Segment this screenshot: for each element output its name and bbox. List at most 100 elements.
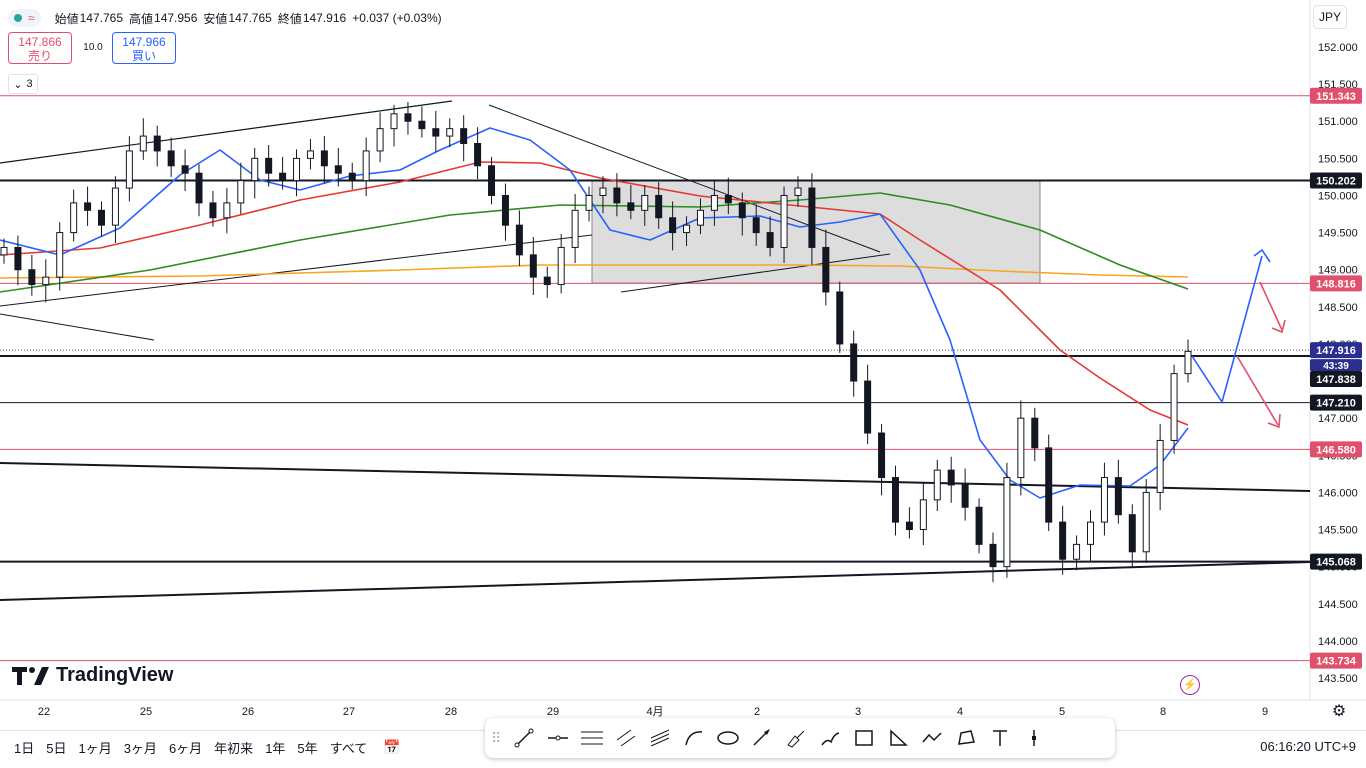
horizontal-ray-icon[interactable] — [541, 724, 575, 752]
buy-button[interactable]: 147.966 買い — [112, 32, 176, 64]
candle-body — [1045, 447, 1053, 523]
candle-body — [474, 143, 482, 167]
x-tick-label: 27 — [343, 706, 355, 718]
parallel-lines-icon[interactable] — [575, 724, 609, 752]
trend-line — [0, 100, 453, 164]
range-1d[interactable]: 1日 — [14, 740, 35, 756]
candle-body — [362, 150, 370, 182]
status-indicators[interactable]: ≈ — [8, 9, 41, 27]
ellipse-icon[interactable] — [711, 724, 745, 752]
y-tick-label: 145.500 — [1318, 525, 1358, 537]
price-tag-label: 147.210 — [1316, 398, 1356, 410]
price-tag — [1310, 172, 1362, 189]
cursor-line-icon[interactable] — [1017, 724, 1051, 752]
candle-body — [390, 113, 398, 130]
highlighter-icon[interactable] — [813, 724, 847, 752]
range-5y[interactable]: 5年 — [297, 740, 318, 756]
gear-icon[interactable]: ⚙ — [1331, 703, 1347, 720]
price-tag — [1310, 441, 1362, 458]
candle-body — [1003, 477, 1011, 568]
y-tick-label: 149.000 — [1318, 265, 1358, 277]
range-all[interactable]: すべて — [329, 740, 368, 756]
moving-average-line — [0, 264, 1189, 279]
candle-body — [975, 506, 983, 545]
candle-body — [627, 202, 635, 211]
range-3m[interactable]: 3ヶ月 — [123, 740, 157, 756]
price-tag — [1310, 394, 1362, 411]
path-icon[interactable] — [915, 724, 949, 752]
range-ytd[interactable]: 年初来 — [214, 740, 254, 756]
candle-body — [529, 254, 537, 278]
price-tag-label: 43:39 — [1323, 361, 1349, 372]
candle-body — [933, 469, 941, 501]
x-tick-label: 8 — [1160, 706, 1166, 718]
candle-body — [279, 172, 287, 182]
indicator-collapse-button[interactable]: ⌄ 3 — [8, 74, 38, 94]
candle-body — [70, 202, 78, 234]
tradingview-logo[interactable]: TradingView — [12, 664, 173, 687]
sell-price: 147.866 — [18, 35, 62, 49]
candle-body — [724, 194, 732, 204]
candle-body — [710, 194, 718, 211]
candle-body — [989, 543, 997, 568]
candle-body — [1142, 491, 1150, 553]
candle-body — [766, 232, 774, 248]
change-value: +0.037 (+0.03%) — [352, 11, 442, 25]
candle-body — [599, 187, 607, 196]
candle-body — [488, 165, 496, 196]
candle-body — [320, 150, 328, 167]
candle-body — [404, 113, 412, 122]
range-1m[interactable]: 1ヶ月 — [78, 740, 112, 756]
drag-handle-icon[interactable]: ⠿ — [491, 729, 501, 746]
arrow-icon[interactable] — [745, 724, 779, 752]
y-tick-label: 149.500 — [1318, 228, 1358, 240]
candle-body — [501, 194, 509, 226]
candle-body — [42, 276, 50, 286]
range-5d[interactable]: 5日 — [46, 740, 67, 756]
candle-body — [1170, 373, 1178, 441]
open-value: 147.765 — [79, 11, 123, 25]
candle-body — [850, 343, 858, 382]
candle-body — [947, 469, 955, 486]
y-tick-label: 146.000 — [1318, 487, 1358, 499]
lightning-icon[interactable]: ⚡ — [1180, 675, 1200, 695]
polyline-icon[interactable] — [949, 724, 983, 752]
trend-line — [0, 313, 155, 341]
trend-line-icon[interactable] — [507, 724, 541, 752]
clock[interactable]: 06:16:20 UTC+9 — [1260, 739, 1356, 754]
range-1y[interactable]: 1年 — [265, 740, 286, 756]
candle-body — [1100, 477, 1108, 523]
pitchfork-icon[interactable] — [643, 724, 677, 752]
moving-average-line — [0, 127, 1189, 499]
brush-icon[interactable] — [779, 724, 813, 752]
candle-body — [1073, 543, 1081, 560]
candle-body — [836, 291, 844, 345]
text-tool-icon[interactable] — [983, 724, 1017, 752]
candle-body — [669, 217, 677, 234]
candle-body — [1156, 439, 1164, 493]
calendar-icon[interactable]: 📅 — [383, 738, 401, 755]
y-tick-label: 151.000 — [1318, 116, 1358, 128]
candle-body — [613, 187, 621, 204]
arrowhead-red-upper — [1271, 319, 1286, 334]
candle-body — [1086, 521, 1094, 545]
buy-label: 買い — [131, 49, 156, 63]
y-tick-label: 150.000 — [1318, 190, 1358, 202]
rectangle-icon[interactable] — [847, 724, 881, 752]
x-tick-label: 4月 — [646, 706, 663, 718]
projection-arrow-red-lower — [1236, 355, 1279, 426]
currency-button[interactable]: JPY — [1313, 5, 1347, 29]
triangle-icon[interactable] — [881, 724, 915, 752]
parallel-channel-icon[interactable] — [609, 724, 643, 752]
price-chart[interactable]: 152.000151.500151.000150.500150.000149.5… — [0, 0, 1366, 730]
price-tag-label: 150.202 — [1316, 175, 1356, 187]
y-tick-label: 144.500 — [1318, 599, 1358, 611]
price-tag-label: 143.734 — [1316, 656, 1357, 668]
price-tag — [1310, 87, 1362, 104]
candle-body — [864, 380, 872, 434]
range-6m[interactable]: 6ヶ月 — [168, 740, 203, 756]
sell-button[interactable]: 147.866 売り — [8, 32, 72, 64]
candle-body — [961, 484, 969, 508]
bottom-toolbar: 1日 5日 1ヶ月 3ヶ月 6ヶ月 年初来 1年 5年 すべて 📅 06:16:… — [0, 730, 1366, 763]
curve-icon[interactable] — [677, 724, 711, 752]
